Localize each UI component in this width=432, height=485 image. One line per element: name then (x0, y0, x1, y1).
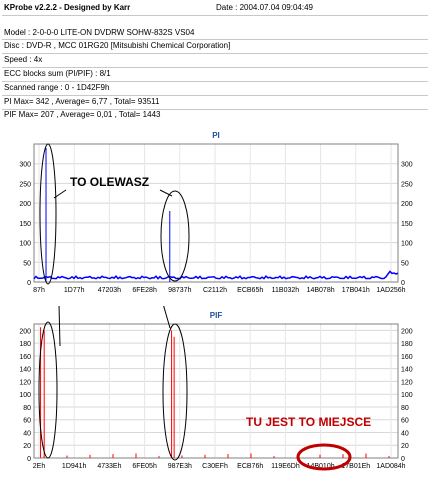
pif-x-tick-label: ECB76h (237, 463, 263, 470)
divider (2, 67, 428, 68)
annotation-arrow (53, 189, 67, 199)
pif-y-tick-label: 200 (19, 328, 31, 335)
divider (2, 39, 428, 40)
pif-plot-frame (33, 323, 399, 459)
pi-y-tick-label-right: 300 (401, 162, 413, 169)
pif-y-tick-label: 40 (23, 430, 31, 437)
pi-y-tick-label-right: 250 (401, 181, 413, 188)
pif-y-tick-label: 160 (19, 354, 31, 361)
pif-x-tick-label: 1D941h (62, 463, 87, 470)
pif-x-tick-label: 2Eh (33, 463, 46, 470)
scan-info-panel: KProbe v2.2.2 - Designed by Karr Date : … (2, 2, 428, 120)
pif-x-tick-label: 17B01Eh (341, 463, 370, 470)
pi-stats: PI Max= 342 , Average= 6,77 , Total= 935… (4, 97, 160, 106)
pi-x-tick-label: 17B041h (342, 287, 370, 294)
pif-x-tick-label: 14B010h (307, 463, 335, 470)
annotation-arrow (131, 195, 171, 329)
pi-x-tick-label: ECB65h (237, 287, 263, 294)
divider (2, 95, 428, 96)
pif-y-tick-label-right: 60 (401, 418, 409, 425)
divider (2, 81, 428, 82)
pif-y-tick-label: 20 (23, 443, 31, 450)
pif-y-tick-label-right: 80 (401, 405, 409, 412)
divider (2, 53, 428, 54)
pif-chart: PIF 0 20 40 60 80 100 120 140 160 180 200 0 20 40 60 8… (19, 179, 413, 471)
pif-y-tick-label: 60 (23, 418, 31, 425)
pif-chart-title: PIF (210, 311, 223, 320)
pif-annotation-text: TU JEST TO MIEJSCE (246, 415, 371, 429)
pif-y-tick-label: 100 (19, 392, 31, 399)
pi-y-tick-label-right: 200 (401, 201, 413, 208)
pi-y-tick-label: 250 (19, 181, 31, 188)
annotation-arrow (159, 189, 173, 197)
pif-y-tick-label: 0 (27, 456, 31, 463)
pif-stats: PIF Max= 207 , Average= 0,01 , Total= 14… (4, 110, 161, 119)
pif-y-tick-label-right: 100 (401, 392, 413, 399)
pif-x-tick-label: C30EFh (202, 463, 228, 470)
pi-x-tick-label: 47203h (98, 287, 121, 294)
pif-y-tick-label: 140 (19, 367, 31, 374)
annotation-arrow (55, 179, 61, 347)
highlight-ellipse (39, 143, 57, 285)
pi-y-tick-label: 100 (19, 241, 31, 248)
pif-x-tick-label: 119E6Dh (271, 463, 300, 470)
problem-area-ellipse (296, 443, 352, 471)
pif-x-tick-label: 1AD084h (376, 463, 405, 470)
pi-x-tick-label: C2112h (203, 287, 227, 294)
pi-x-tick-label: 98737h (168, 287, 191, 294)
model-info: Model : 2-0-0-0 LITE-ON DVDRW SOHW-832S … (4, 28, 195, 37)
pif-x-tick-label: 6FE05h (132, 463, 157, 470)
pi-y-tick-label-right: 150 (401, 221, 413, 228)
pif-y-tick-label-right: 120 (401, 379, 413, 386)
pi-x-tick-label: 87h (33, 287, 45, 294)
pif-y-tick-label: 180 (19, 341, 31, 348)
app-title: KProbe v2.2.2 - Designed by Karr (4, 3, 131, 12)
pi-x-tick-label: 14B078h (307, 287, 335, 294)
pif-y-tick-label: 120 (19, 379, 31, 386)
pi-x-tick-label: 1AD256h (376, 287, 405, 294)
pif-x-tick-label: 987E3h (168, 463, 192, 470)
pi-series-line (33, 270, 399, 280)
pi-y-tick-label-right: 50 (401, 260, 409, 267)
pif-x-tick-label: 4733Eh (97, 463, 121, 470)
pif-y-tick-label-right: 160 (401, 354, 413, 361)
pif-y-tick-label-right: 40 (401, 430, 409, 437)
pif-y-tick-label-right: 200 (401, 328, 413, 335)
pi-chart-panel: PI 0 50 100 150 200 250 300 0 50 100 150 200 250 300… (0, 126, 432, 300)
pi-y-tick-label-right: 100 (401, 241, 413, 248)
divider (2, 109, 428, 110)
pi-y-tick-label: 150 (19, 221, 31, 228)
pif-y-tick-label-right: 140 (401, 367, 413, 374)
pif-y-tick-label-right: 20 (401, 443, 409, 450)
range-info: Scanned range : 0 - 1D42F9h (4, 83, 110, 92)
speed-info: Speed : 4x (4, 55, 43, 64)
pif-chart-panel: PIF 0 20 40 60 80 100 120 140 160 180 200 0 20 40 60 8… (0, 179, 432, 480)
pi-y-tick-label: 300 (19, 162, 31, 169)
disc-info: Disc : DVD-R , MCC 01RG20 [Mitsubishi Ch… (4, 41, 231, 50)
pi-x-tick-label: 11B032h (272, 287, 300, 294)
pif-y-tick-label: 80 (23, 405, 31, 412)
pi-x-tick-label: 1D77h (64, 287, 85, 294)
pif-y-tick-label-right: 180 (401, 341, 413, 348)
pi-y-tick-label: 200 (19, 201, 31, 208)
ecc-info: ECC blocks sum (PI/PIF) : 8/1 (4, 69, 111, 78)
highlight-ellipse (160, 190, 190, 282)
pi-y-tick-label: 0 (27, 280, 31, 287)
scan-date: Date : 2004.07.04 09:04:49 (216, 3, 313, 12)
pi-y-tick-label-right: 0 (401, 280, 405, 287)
pi-chart: PI 0 50 100 150 200 250 300 0 50 100 150 200 250 300… (19, 131, 413, 294)
pi-x-tick-label: 6FE28h (132, 287, 157, 294)
pi-chart-title: PI (212, 131, 220, 140)
pi-y-tick-label: 50 (23, 260, 31, 267)
pif-y-tick-label-right: 0 (401, 456, 405, 463)
pi-annotation-text: TO OLEWASZ (70, 175, 149, 189)
pi-plot-frame (33, 143, 399, 283)
divider (2, 15, 428, 16)
highlight-ellipse (38, 321, 58, 459)
highlight-ellipse (162, 323, 188, 461)
